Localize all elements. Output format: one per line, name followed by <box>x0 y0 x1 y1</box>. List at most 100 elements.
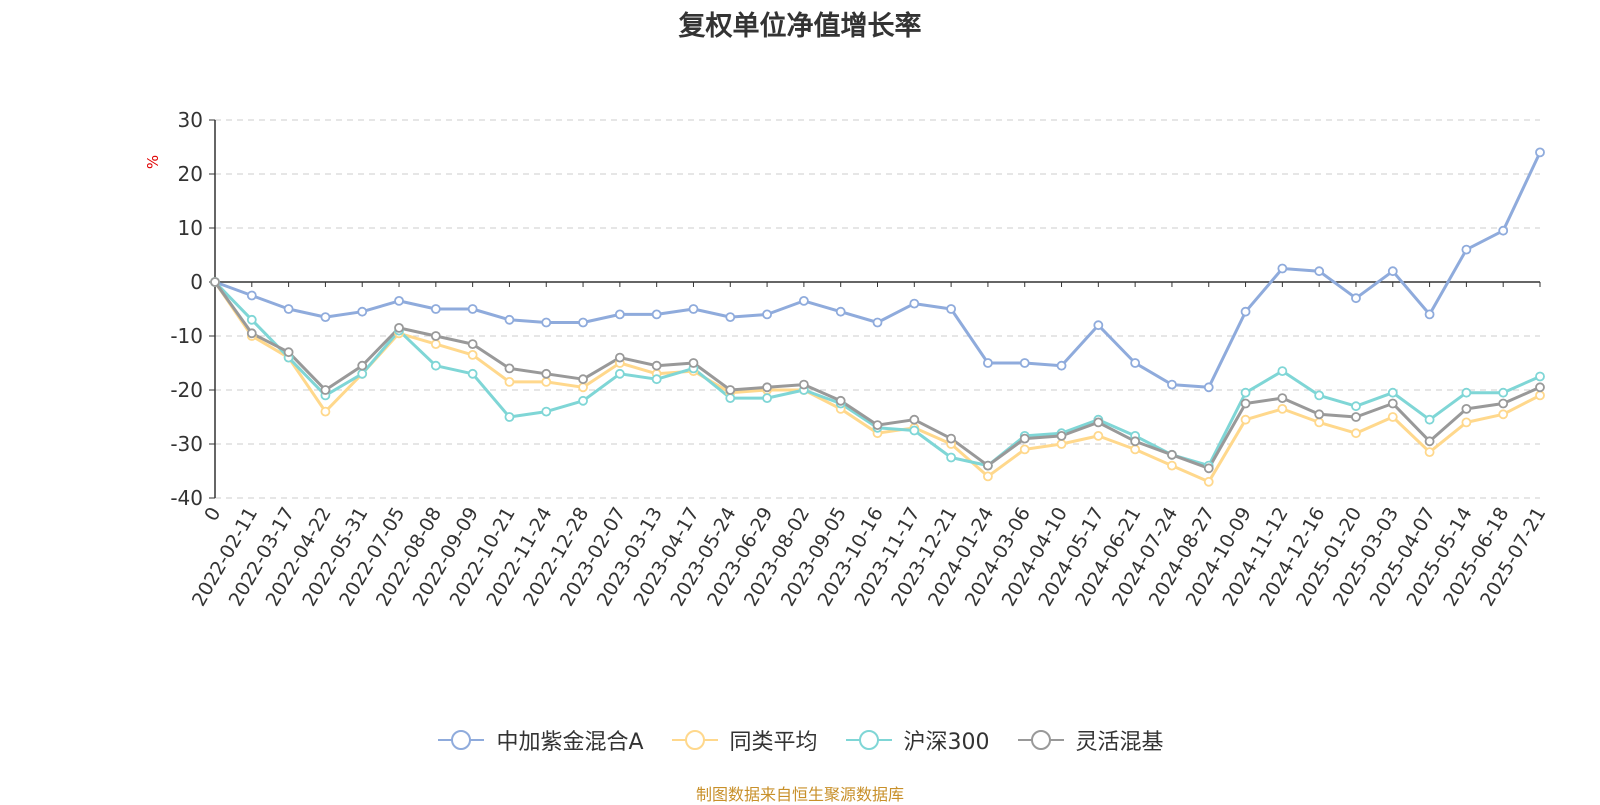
data-point <box>504 363 515 374</box>
data-point <box>1351 293 1361 304</box>
data-point <box>210 277 220 287</box>
data-point <box>1424 436 1435 447</box>
y-tick-label: -20 <box>170 378 203 402</box>
data-point <box>504 412 515 422</box>
y-tick-label: 20 <box>178 162 203 186</box>
data-point <box>1277 263 1288 274</box>
data-point <box>1240 414 1251 425</box>
data-point <box>578 382 588 393</box>
data-point <box>1056 430 1067 441</box>
data-point <box>725 312 736 323</box>
data-point <box>1351 401 1361 412</box>
data-point <box>320 312 331 323</box>
data-point <box>983 460 993 471</box>
data-point <box>1019 433 1030 444</box>
data-point <box>798 379 809 390</box>
data-point <box>688 358 699 368</box>
legend-line-circle-icon <box>671 730 718 750</box>
legend-item[interactable]: 同类平均 <box>670 724 818 756</box>
data-point <box>504 376 515 387</box>
data-point <box>430 360 441 371</box>
data-point <box>578 374 588 385</box>
data-point <box>541 376 552 387</box>
grid-lines <box>215 119 1540 499</box>
data-point <box>1203 463 1214 474</box>
data-point <box>467 304 478 314</box>
y-tick-labels: 30 20 10 0 -10 -20 -30 -40 <box>170 108 203 510</box>
data-point <box>614 352 625 363</box>
data-point <box>651 360 662 371</box>
data-point <box>283 304 294 314</box>
data-point <box>246 290 257 301</box>
data-point <box>1277 403 1288 414</box>
data-point <box>578 395 588 406</box>
data-point <box>1056 360 1067 371</box>
data-point <box>1019 358 1030 368</box>
y-axis-unit-label: % <box>144 155 162 169</box>
legend-line-circle-icon <box>845 730 892 750</box>
data-point <box>1130 358 1141 368</box>
data-point <box>394 295 404 306</box>
legend-line-circle-icon <box>1017 730 1064 750</box>
data-point <box>357 306 368 317</box>
data-point <box>1203 382 1214 393</box>
y-tick-label: -30 <box>170 432 203 456</box>
data-point <box>1240 387 1251 398</box>
data-point <box>1167 379 1177 390</box>
data-point <box>541 406 552 417</box>
data-point <box>651 309 662 320</box>
series-line-0 <box>213 150 1542 389</box>
data-point <box>1424 309 1435 320</box>
data-point <box>1130 444 1141 455</box>
data-point <box>1351 412 1361 422</box>
data-point <box>1056 439 1067 449</box>
data-point <box>430 304 441 314</box>
axes <box>209 119 1541 499</box>
data-point <box>1498 398 1509 409</box>
data-point <box>1093 430 1104 441</box>
data-point <box>946 304 957 314</box>
data-point <box>725 385 736 395</box>
legend-label: 中加紫金混合A <box>496 730 644 755</box>
data-point <box>504 314 515 325</box>
data-point <box>909 414 920 425</box>
data-point <box>1535 147 1545 158</box>
data-point <box>983 471 993 482</box>
data-point <box>1203 476 1214 487</box>
data-point <box>1387 412 1398 422</box>
x-tick-label: 0 <box>200 504 225 525</box>
data-point <box>798 295 809 306</box>
legend-item[interactable]: 沪深300 <box>844 724 990 756</box>
line-chart: 30 20 10 0 -10 -20 -30 -40 02022-02-112022-03-1… <box>144 108 1550 611</box>
data-point <box>578 317 588 328</box>
data-point <box>725 393 736 404</box>
data-point <box>430 339 441 350</box>
legend-label: 同类平均 <box>729 730 818 755</box>
data-point <box>762 382 772 393</box>
y-tick-label: -10 <box>170 324 203 348</box>
data-point <box>1167 460 1177 471</box>
data-point <box>320 385 331 395</box>
legend-item[interactable]: 中加紫金混合A <box>436 724 644 756</box>
data-point <box>357 360 368 371</box>
data-point <box>467 339 478 350</box>
data-point <box>1424 414 1435 425</box>
data-point <box>762 309 772 320</box>
y-tick-label: -40 <box>170 486 203 510</box>
data-point <box>1351 428 1361 439</box>
data-point <box>946 452 957 463</box>
legend-item[interactable]: 灵活混基 <box>1016 724 1164 756</box>
series-line-3 <box>213 280 1542 470</box>
data-point <box>1535 371 1545 382</box>
x-tick-labels: 02022-02-112022-03-172022-04-222022-05-3… <box>188 504 1550 611</box>
data-point <box>946 433 957 444</box>
data-point <box>1535 382 1545 393</box>
data-point <box>909 298 920 309</box>
data-point <box>614 368 625 379</box>
data-point <box>1387 266 1398 277</box>
data-point <box>1130 436 1141 447</box>
data-point <box>1314 417 1325 428</box>
data-point <box>1461 387 1472 398</box>
data-point <box>872 317 883 328</box>
data-point <box>1498 387 1509 398</box>
